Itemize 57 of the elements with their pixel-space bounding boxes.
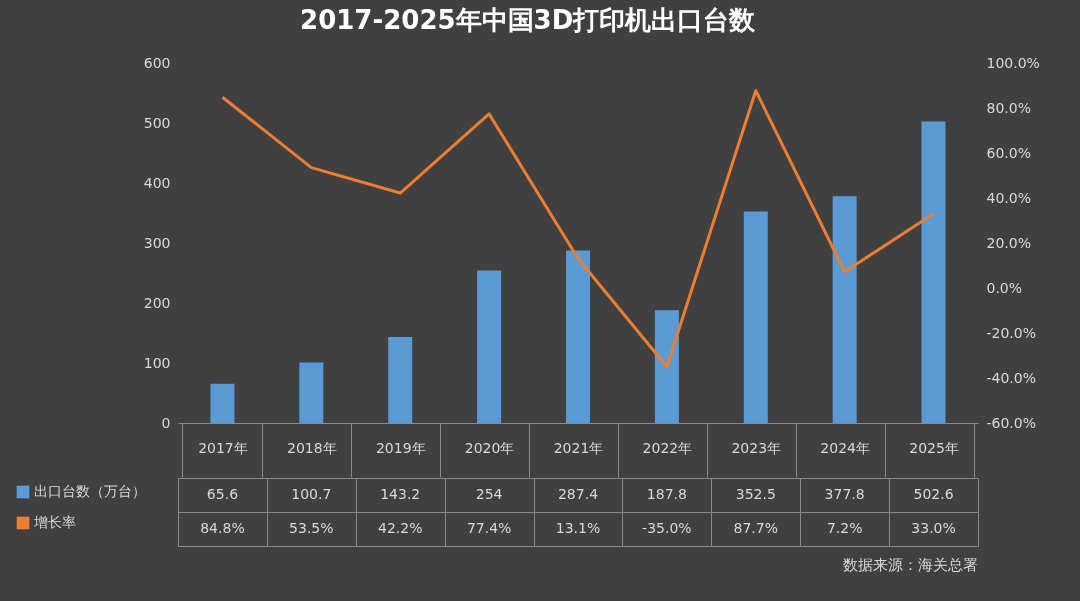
y-tick-label: 0: [161, 414, 171, 431]
x-tick-label: 2018年: [287, 439, 337, 456]
data-label: 100.7: [291, 486, 332, 502]
data-label: 287.4: [557, 486, 599, 502]
data-label: 42.2%: [377, 520, 423, 536]
y2-tick-label: 100.0%: [986, 54, 1040, 71]
x-tick-label: 2025年: [909, 439, 959, 456]
x-tick-label: 2017年: [198, 439, 248, 456]
bar: [477, 270, 502, 423]
data-label: 13.1%: [555, 520, 601, 536]
bar: [654, 310, 679, 423]
y-tick-label: 500: [143, 114, 171, 131]
legend-label: 增长率: [33, 514, 76, 530]
x-tick-label: 2020年: [464, 439, 515, 456]
data-label: 77.4%: [466, 520, 512, 536]
data-label: 33.0%: [911, 520, 956, 536]
x-tick-label: 2023年: [731, 439, 782, 456]
data-label: -35.0%: [642, 520, 692, 536]
x-tick-label: 2022年: [642, 439, 693, 456]
y2-tick-label: -60.0%: [986, 414, 1037, 431]
bar: [921, 121, 946, 423]
y2-tick-label: 40.0%: [986, 189, 1031, 206]
data-label: 84.8%: [200, 520, 245, 536]
data-label: 65.6: [206, 486, 239, 502]
y-tick-label: 300: [143, 234, 171, 251]
y2-tick-label: 0.0%: [986, 279, 1023, 296]
data-label: 7.2%: [826, 520, 863, 536]
data-label: 377.8: [824, 486, 865, 502]
y-tick-label: 200: [143, 294, 171, 311]
y2-tick-label: 60.0%: [986, 144, 1031, 161]
legend-label: 出口台数（万台）: [34, 483, 146, 499]
bar: [832, 196, 857, 423]
y2-tick-label: 80.0%: [986, 99, 1031, 116]
data-label: 87.7%: [733, 520, 779, 536]
y-tick-label: 600: [143, 54, 171, 71]
y-tick-label: 100: [143, 354, 171, 371]
source-note: 数据来源：海关总署: [843, 556, 978, 574]
y2-tick-label: 20.0%: [986, 234, 1031, 251]
data-label: 254: [475, 486, 503, 502]
bar: [299, 362, 324, 423]
data-label: 53.5%: [289, 520, 334, 536]
line-series: [220, 89, 936, 369]
data-label: 352.5: [735, 486, 776, 502]
x-tick-label: 2019年: [375, 439, 426, 456]
y-tick-label: 400: [143, 174, 171, 191]
data-label: 187.8: [646, 486, 687, 502]
bar: [210, 383, 235, 423]
bar: [566, 250, 590, 423]
y2-tick-label: -40.0%: [986, 369, 1037, 386]
chart-title: 2017-2025年中国3D打印机出口台数: [300, 5, 757, 35]
bar: [743, 211, 768, 423]
bar: [388, 337, 413, 423]
x-tick-label: 2021年: [553, 439, 604, 456]
data-label: 143.2: [380, 486, 421, 502]
data-label: 502.6: [913, 486, 954, 502]
x-tick-label: 2024年: [820, 439, 870, 456]
y2-tick-label: -20.0%: [986, 324, 1037, 341]
